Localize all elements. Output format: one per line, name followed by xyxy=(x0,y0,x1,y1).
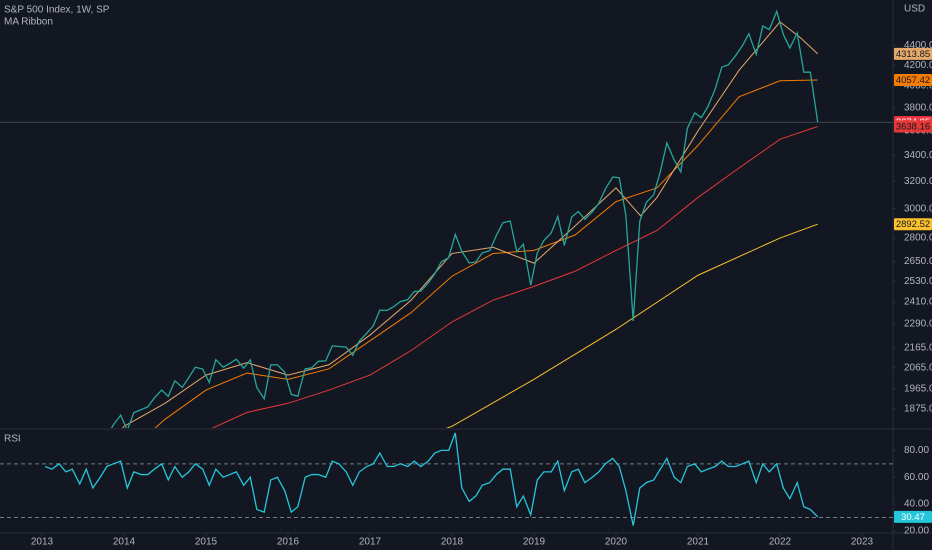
indicator-name[interactable]: MA Ribbon xyxy=(4,17,53,28)
y-tick-label: 4000.00 xyxy=(904,81,932,92)
y-tick-label: 2650.00 xyxy=(904,256,932,267)
y-tick-label: 2065.00 xyxy=(904,362,932,373)
x-tick-label: 2021 xyxy=(687,537,710,548)
x-tick-label: 2018 xyxy=(441,537,464,548)
y-tick-label: 80.00 xyxy=(904,445,929,456)
x-tick-label: 2023 xyxy=(851,537,874,548)
x-tick-label: 2017 xyxy=(359,537,382,548)
symbol-title[interactable]: S&P 500 Index, 1W, SP xyxy=(4,5,110,16)
currency-label: USD xyxy=(904,4,925,15)
x-tick-label: 2013 xyxy=(31,537,54,548)
last-value-label: 3638.16 xyxy=(896,121,930,132)
x-tick-label: 2020 xyxy=(605,537,628,548)
y-tick-label: 2410.00 xyxy=(904,297,932,308)
indicator-line xyxy=(445,223,818,428)
x-tick-label: 2015 xyxy=(195,537,218,548)
last-value-label: 4057.42 xyxy=(896,75,930,86)
indicator-line xyxy=(211,125,818,428)
y-tick-label: 20.00 xyxy=(904,526,929,537)
y-tick-label: 3400.00 xyxy=(904,150,932,161)
y-tick-label: 3000.00 xyxy=(904,203,932,214)
last-value-label: 4313.85 xyxy=(896,49,930,60)
y-tick-label: 1965.00 xyxy=(904,384,932,395)
rsi-title[interactable]: RSI xyxy=(4,434,21,445)
y-tick-label: 60.00 xyxy=(904,472,929,483)
indicator-line xyxy=(154,79,818,428)
last-value-box xyxy=(894,120,932,133)
x-tick-label: 2019 xyxy=(523,537,546,548)
indicator-line xyxy=(121,21,819,428)
y-tick-label: 2290.00 xyxy=(904,318,932,329)
y-tick-label: 3800.00 xyxy=(904,103,932,114)
x-tick-label: 2014 xyxy=(113,537,136,548)
x-tick-label: 2022 xyxy=(769,537,792,548)
plot-area xyxy=(110,9,819,428)
y-tick-label: 1875.00 xyxy=(904,404,932,415)
last-value-box xyxy=(894,218,932,231)
y-tick-label: 4400.00 xyxy=(904,40,932,51)
last-value-box xyxy=(894,47,932,60)
last-value-label: 2892.52 xyxy=(896,219,930,230)
last-value-box xyxy=(894,73,932,86)
indicator-line xyxy=(45,432,819,526)
y-tick-label: 2530.00 xyxy=(904,276,932,287)
last-value-label: 30.47 xyxy=(901,512,925,523)
y-tick-label: 2800.00 xyxy=(904,233,932,244)
plot-area xyxy=(45,432,819,526)
x-tick-label: 2016 xyxy=(277,537,300,548)
y-tick-label: 2165.00 xyxy=(904,342,932,353)
y-tick-label: 4200.00 xyxy=(904,60,932,71)
y-tick-label: 3200.00 xyxy=(904,176,932,187)
last-value-box xyxy=(894,510,932,523)
y-tick-label: 40.00 xyxy=(904,499,929,510)
price-line xyxy=(110,9,819,428)
